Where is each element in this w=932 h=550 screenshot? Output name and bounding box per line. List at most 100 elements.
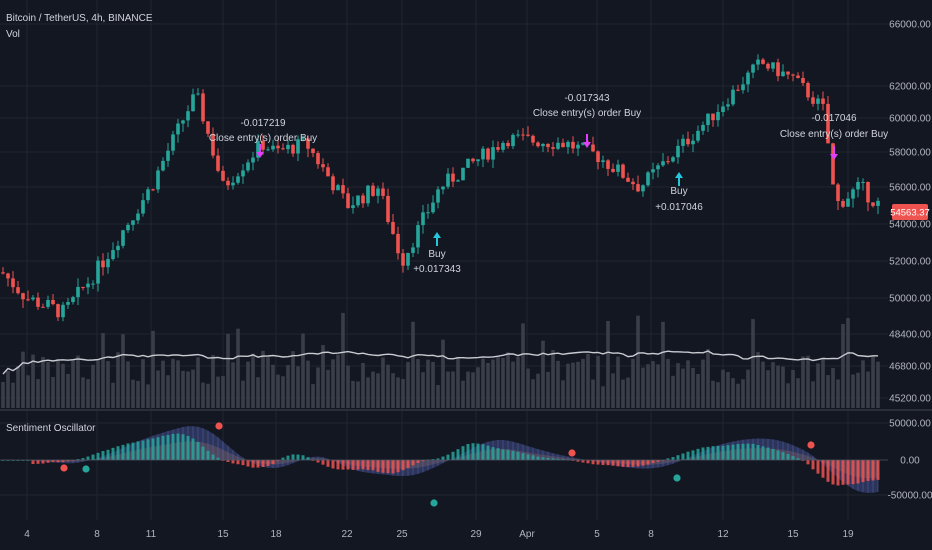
candle-body[interactable] bbox=[776, 62, 780, 77]
candle-body[interactable] bbox=[871, 202, 875, 206]
candle-body[interactable] bbox=[656, 165, 660, 170]
candle-body[interactable] bbox=[531, 135, 535, 143]
candle-body[interactable] bbox=[526, 134, 530, 136]
candle-body[interactable] bbox=[671, 157, 675, 162]
time-axis[interactable]: 4 8 11 15 18 22 25 29 Apr 5 8 12 15 19 bbox=[24, 529, 854, 540]
candle-body[interactable] bbox=[801, 77, 805, 84]
candle-body[interactable] bbox=[726, 104, 730, 107]
candle-body[interactable] bbox=[751, 64, 755, 73]
candle-body[interactable] bbox=[286, 144, 290, 150]
candle-body[interactable] bbox=[21, 293, 25, 300]
candle-body[interactable] bbox=[636, 184, 640, 192]
oscillator-axis[interactable]: 50000.00 0.00 -50000.00 bbox=[887, 419, 932, 502]
candle-body[interactable] bbox=[396, 233, 400, 254]
candle-body[interactable] bbox=[356, 195, 360, 206]
candle-body[interactable] bbox=[811, 97, 815, 104]
candle-body[interactable] bbox=[281, 148, 285, 150]
candle-body[interactable] bbox=[516, 134, 520, 136]
candle-body[interactable] bbox=[826, 103, 830, 144]
candle-body[interactable] bbox=[731, 89, 735, 105]
candle-body[interactable] bbox=[116, 245, 120, 251]
candle-body[interactable] bbox=[151, 189, 155, 191]
candle-body[interactable] bbox=[371, 185, 375, 196]
candle-body[interactable] bbox=[681, 138, 685, 146]
candle-body[interactable] bbox=[676, 145, 680, 158]
candle-body[interactable] bbox=[401, 253, 405, 266]
candle-body[interactable] bbox=[456, 180, 460, 182]
candle-body[interactable] bbox=[226, 180, 230, 186]
candle-body[interactable] bbox=[1, 272, 5, 274]
candle-body[interactable] bbox=[771, 62, 775, 69]
candle-body[interactable] bbox=[806, 83, 810, 98]
candle-body[interactable] bbox=[46, 300, 50, 307]
candle-body[interactable] bbox=[176, 123, 180, 135]
candle-body[interactable] bbox=[461, 167, 465, 181]
candle-body[interactable] bbox=[266, 149, 270, 151]
candle-body[interactable] bbox=[331, 176, 335, 191]
candle-body[interactable] bbox=[506, 142, 510, 147]
candle-body[interactable] bbox=[521, 134, 525, 136]
candle-body[interactable] bbox=[561, 142, 565, 148]
candle-body[interactable] bbox=[96, 260, 100, 284]
candle-body[interactable] bbox=[766, 63, 770, 69]
candle-body[interactable] bbox=[431, 202, 435, 213]
candle-body[interactable] bbox=[691, 140, 695, 145]
candle-body[interactable] bbox=[256, 141, 260, 158]
candle-body[interactable] bbox=[436, 189, 440, 203]
candle-body[interactable] bbox=[41, 306, 45, 308]
candle-body[interactable] bbox=[36, 297, 40, 307]
candle-body[interactable] bbox=[136, 213, 140, 221]
candle-body[interactable] bbox=[821, 98, 825, 104]
candle-body[interactable] bbox=[221, 170, 225, 181]
candle-body[interactable] bbox=[66, 302, 70, 305]
candle-body[interactable] bbox=[596, 151, 600, 162]
candle-body[interactable] bbox=[761, 59, 765, 64]
candle-body[interactable] bbox=[481, 148, 485, 160]
candle-body[interactable] bbox=[661, 161, 665, 166]
candle-body[interactable] bbox=[791, 74, 795, 76]
candle-body[interactable] bbox=[131, 220, 135, 225]
candle-body[interactable] bbox=[861, 181, 865, 183]
candle-body[interactable] bbox=[846, 198, 850, 207]
candle-body[interactable] bbox=[321, 164, 325, 168]
candle-body[interactable] bbox=[601, 160, 605, 162]
price-axis[interactable]: 66000.00 62000.00 60000.00 58000.00 56000.00… bbox=[889, 20, 931, 405]
candle-body[interactable] bbox=[261, 141, 265, 150]
candle-body[interactable] bbox=[386, 195, 390, 222]
candle-body[interactable] bbox=[91, 283, 95, 285]
volume-label[interactable]: Vol bbox=[6, 29, 20, 40]
candle-body[interactable] bbox=[641, 185, 645, 192]
candle-body[interactable] bbox=[706, 113, 710, 125]
candle-body[interactable] bbox=[866, 181, 870, 203]
candle-body[interactable] bbox=[576, 144, 580, 149]
candle-body[interactable] bbox=[11, 278, 15, 288]
candle-body[interactable] bbox=[836, 184, 840, 202]
candle-body[interactable] bbox=[236, 176, 240, 183]
candle-body[interactable] bbox=[476, 159, 480, 162]
candle-body[interactable] bbox=[391, 221, 395, 234]
candle-body[interactable] bbox=[746, 72, 750, 85]
candle-body[interactable] bbox=[31, 297, 35, 300]
candle-body[interactable] bbox=[216, 155, 220, 171]
candle-body[interactable] bbox=[16, 287, 20, 294]
candle-body[interactable] bbox=[341, 185, 345, 194]
candle-body[interactable] bbox=[711, 113, 715, 121]
candle-body[interactable] bbox=[611, 168, 615, 172]
candle-body[interactable] bbox=[546, 143, 550, 148]
symbol-title[interactable]: Bitcoin / TetherUS, 4h, BINANCE bbox=[6, 13, 153, 24]
candle-body[interactable] bbox=[76, 286, 80, 298]
candle-body[interactable] bbox=[426, 212, 430, 214]
candle-body[interactable] bbox=[186, 111, 190, 121]
candle-body[interactable] bbox=[856, 181, 860, 190]
candle-body[interactable] bbox=[441, 186, 445, 190]
candle-body[interactable] bbox=[271, 145, 275, 150]
candle-body[interactable] bbox=[191, 94, 195, 112]
candle-body[interactable] bbox=[246, 162, 250, 171]
candle-body[interactable] bbox=[581, 142, 585, 145]
candle-body[interactable] bbox=[296, 139, 300, 154]
candle-body[interactable] bbox=[161, 160, 165, 171]
candle-body[interactable] bbox=[851, 189, 855, 199]
candle-body[interactable] bbox=[336, 185, 340, 191]
candle-body[interactable] bbox=[556, 142, 560, 149]
candle-body[interactable] bbox=[376, 188, 380, 196]
